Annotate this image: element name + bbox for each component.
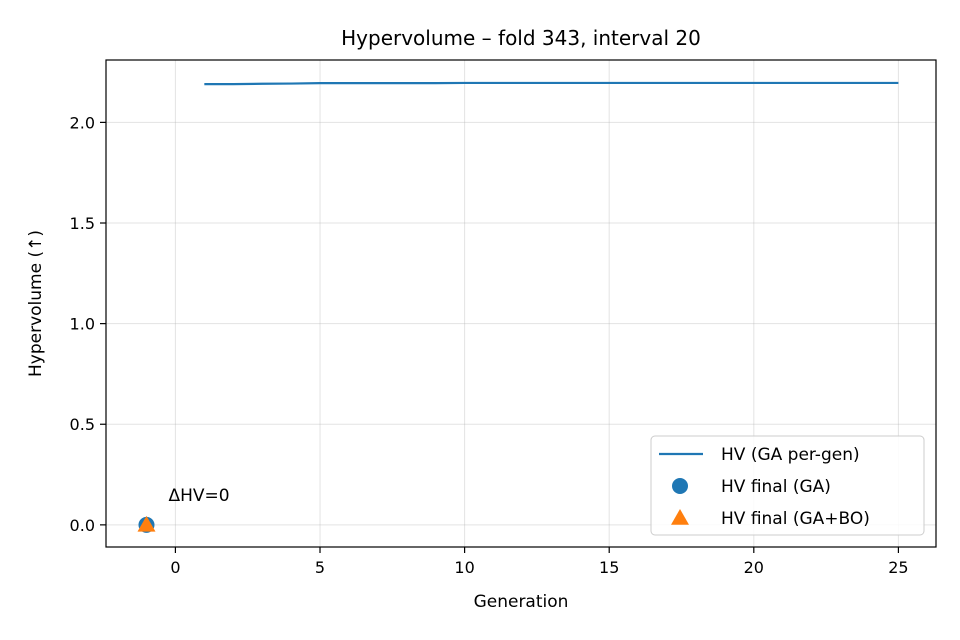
legend: HV (GA per-gen) HV final (GA) HV final (GA… xyxy=(650,435,925,536)
legend-circle-marker xyxy=(672,478,688,494)
x-tick-label: 25 xyxy=(888,558,908,577)
delta-hv-annotation: ΔHV=0 xyxy=(168,486,229,506)
point-hv-final-ga-bo xyxy=(137,515,156,532)
grid-lines xyxy=(106,60,936,547)
y-axis-label: Hypervolume (↑) xyxy=(26,230,46,377)
legend-box xyxy=(650,435,925,536)
x-tick-label: 0 xyxy=(170,558,180,577)
y-tick-label: 1.5 xyxy=(70,214,95,233)
x-tick-label: 20 xyxy=(744,558,764,577)
series-line-ga-per-gen xyxy=(204,81,899,86)
axis-ticks: 0 5 10 15 20 25 0.0 0.5 1.0 1.5 2.0 xyxy=(70,113,909,577)
plot-data xyxy=(137,81,899,533)
x-axis-label: Generation xyxy=(474,592,569,612)
y-tick-label: 1.0 xyxy=(70,315,95,334)
y-tick-label: 0.0 xyxy=(70,516,95,535)
x-tick-label: 15 xyxy=(599,558,619,577)
plot-frame xyxy=(105,59,937,548)
x-tick-label: 5 xyxy=(315,558,325,577)
x-tick-label: 10 xyxy=(454,558,474,577)
legend-triangle-marker xyxy=(671,509,689,525)
annotations: ΔHV=0 xyxy=(168,486,229,506)
legend-entry-label: HV (GA per-gen) xyxy=(721,445,860,465)
legend-entry-label: HV final (GA) xyxy=(721,477,831,497)
legend-entry-label: HV final (GA+BO) xyxy=(721,509,870,529)
chart-title: Hypervolume – fold 343, interval 20 xyxy=(341,26,701,50)
y-tick-label: 2.0 xyxy=(70,113,95,132)
y-tick-label: 0.5 xyxy=(70,415,95,434)
